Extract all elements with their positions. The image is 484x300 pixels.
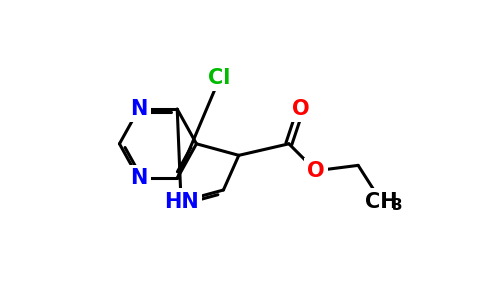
Text: CH: CH (365, 192, 397, 212)
Text: HN: HN (164, 192, 198, 212)
Text: N: N (130, 169, 148, 188)
Text: 3: 3 (392, 198, 403, 213)
Text: Cl: Cl (209, 68, 231, 88)
Text: N: N (130, 99, 148, 119)
Text: O: O (291, 99, 309, 119)
Text: O: O (307, 161, 325, 181)
